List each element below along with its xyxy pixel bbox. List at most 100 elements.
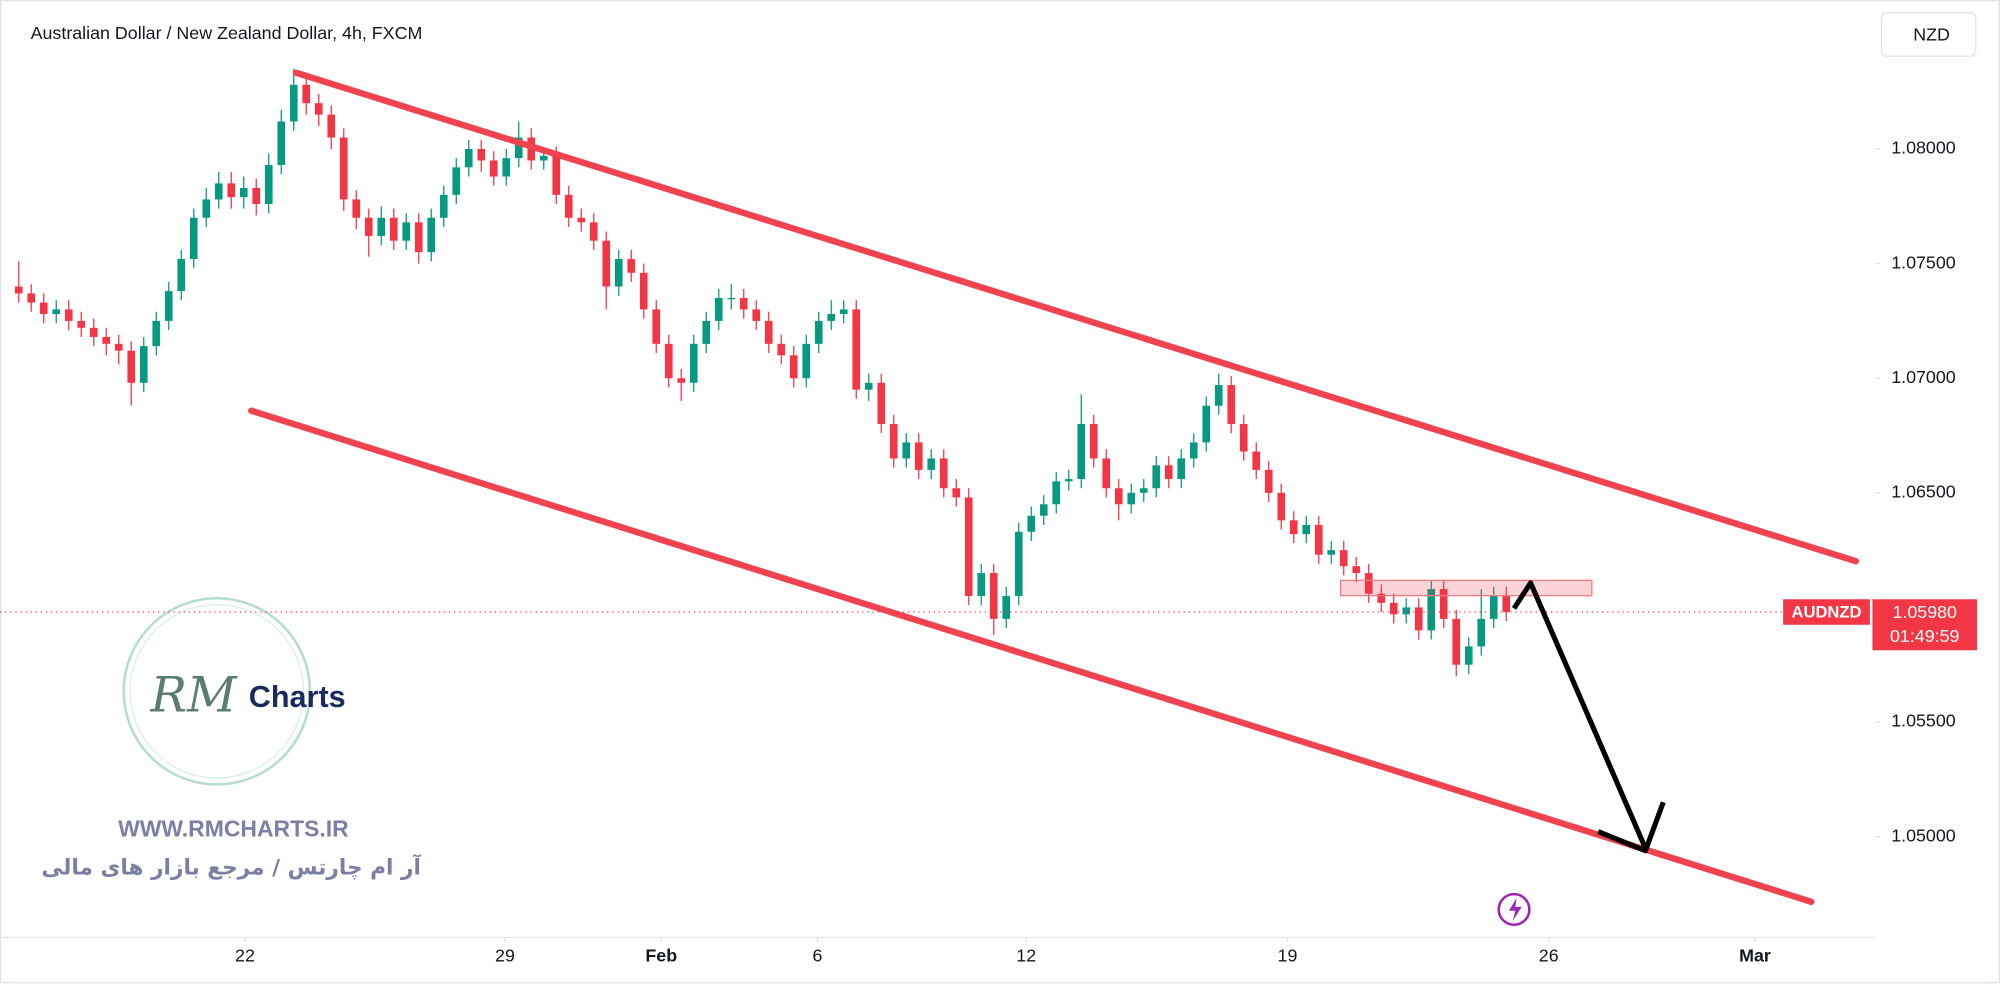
candle-body (727, 297, 736, 300)
x-tick-label: 22 (235, 945, 255, 965)
candle-body (1152, 465, 1161, 489)
chart-title: Australian Dollar / New Zealand Dollar, … (31, 23, 423, 43)
candle-body (102, 336, 111, 344)
candle-body (802, 343, 811, 379)
candle-body (1339, 550, 1348, 567)
candle-body (502, 158, 511, 177)
candle-body (877, 382, 886, 425)
logo-text: Charts (249, 680, 346, 714)
symbol-label: AUDNZD (1792, 603, 1862, 622)
candle-body (1227, 385, 1236, 425)
candle-body (564, 194, 573, 218)
candle-body (952, 488, 961, 498)
countdown: 01:49:59 (1890, 626, 1960, 646)
candle-body (1102, 458, 1111, 489)
candle-body (127, 350, 136, 383)
price-tag (1872, 599, 1978, 651)
candle-body (1277, 492, 1286, 521)
candle-body (164, 291, 173, 321)
candle-body (452, 167, 461, 195)
logo-mark: RM (150, 667, 238, 723)
price-label: 1.05980 (1892, 602, 1957, 622)
candle-body (1064, 479, 1073, 482)
candle-body (39, 302, 48, 315)
candle-body (277, 121, 286, 166)
candle-body (814, 320, 823, 344)
forecast-arrow (1511, 580, 1648, 850)
candle-body (977, 573, 986, 596)
candle-body (1452, 618, 1461, 665)
candle-body (852, 309, 861, 390)
candle-body (552, 155, 561, 195)
logo-circle (122, 596, 312, 786)
candle-body (1402, 607, 1411, 615)
x-tick-label: 29 (495, 945, 515, 965)
candle-body (577, 217, 586, 223)
website: WWW.RMCHARTS.IR (118, 815, 349, 841)
candle-body (152, 320, 161, 347)
candle-body (839, 309, 848, 315)
candle-body (664, 343, 673, 379)
resistance-zone (1339, 579, 1593, 597)
candle-body (827, 314, 836, 321)
symbol-tag (1783, 599, 1870, 625)
tagline: آر ام چارتس / مرجع بازار های مالی (41, 854, 421, 881)
candle-body (1052, 481, 1061, 505)
candle-body (27, 293, 36, 303)
currency-button[interactable] (1880, 12, 1977, 57)
candle-body (302, 84, 311, 104)
candle-body (1002, 595, 1011, 619)
candle-body (589, 222, 598, 241)
candle-body (1427, 589, 1436, 631)
candle-body (939, 458, 948, 489)
currency-label: NZD (1913, 24, 1950, 44)
candle-body (314, 103, 323, 115)
candle-body (389, 217, 398, 241)
candle-body (639, 272, 648, 310)
candle-body (1464, 646, 1473, 665)
candle-body (1314, 524, 1323, 555)
candle-body (1477, 618, 1486, 647)
y-tick-label: 1.08000 (1891, 138, 1956, 158)
candle-body (464, 148, 473, 168)
drawings (248, 69, 1860, 927)
candle-body (864, 382, 873, 390)
candle-body (1289, 520, 1298, 535)
candle-body (602, 240, 611, 287)
y-tick-label: 1.05500 (1891, 711, 1956, 731)
candle-body (189, 217, 198, 260)
candle-body (214, 183, 223, 200)
candle-body (777, 343, 786, 356)
x-tick-label: Feb (645, 945, 677, 965)
candle-body (514, 137, 523, 159)
candle-body (14, 286, 23, 294)
candle-body (1127, 492, 1136, 505)
candle-body (352, 199, 361, 218)
candle-body (1327, 550, 1336, 555)
candle-body (1414, 607, 1423, 631)
candle-body (202, 199, 211, 218)
candle-body (1214, 385, 1223, 406)
plot: 1.050001.055001.060001.065001.070001.075… (0, 68, 1978, 965)
candle-body (64, 309, 73, 321)
candle-body (1202, 405, 1211, 443)
candle-body (1077, 424, 1086, 480)
candle-body (427, 217, 436, 253)
candle-body (752, 309, 761, 321)
event-icon[interactable] (1497, 892, 1531, 927)
candle-body (652, 309, 661, 344)
y-tick-label: 1.07000 (1891, 367, 1956, 387)
candle-body (1264, 469, 1273, 493)
candle-body (1164, 465, 1173, 480)
candle-body (1189, 442, 1198, 459)
candle-body (1239, 424, 1248, 452)
candle-body (1439, 589, 1448, 619)
y-tick-label: 1.05000 (1891, 825, 1956, 845)
candle-body (339, 137, 348, 200)
candle-body (539, 155, 548, 161)
x-tick-label: 6 (813, 945, 823, 965)
candle-body (764, 320, 773, 344)
event-bolt (1508, 897, 1522, 921)
